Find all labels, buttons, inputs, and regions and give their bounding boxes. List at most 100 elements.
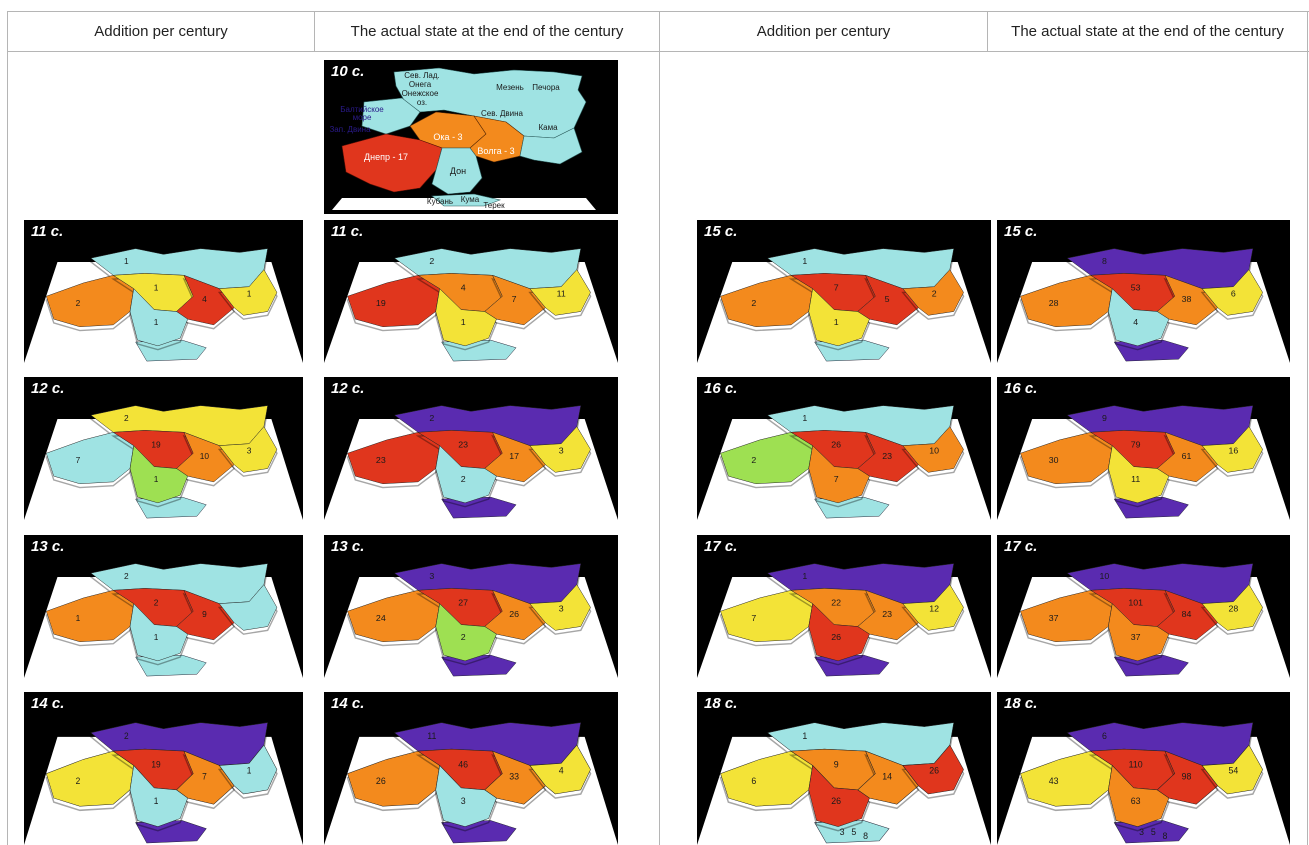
map-region-4: [529, 426, 591, 473]
region-value-label: 11: [1131, 474, 1140, 484]
region-value-label: 1: [76, 613, 81, 623]
century-label: 17 c.: [704, 538, 738, 555]
region-value-label: 3: [559, 445, 564, 455]
label-more: море: [353, 113, 372, 122]
region-value-label: 38: [1182, 294, 1192, 304]
region-value-label: 63: [1131, 796, 1141, 806]
region-value-label: 1: [154, 282, 159, 292]
map-panel-10c: 10 c. Сев. Лад. Онега Онежское оз. Мезен…: [324, 60, 618, 214]
region-value-label: 9: [834, 759, 839, 769]
map-region-4: [218, 269, 278, 316]
region-value-label: 26: [831, 632, 841, 642]
map-svg: 1 2 26 23 10 7: [697, 405, 991, 520]
map-region-volga: [469, 115, 525, 163]
map-region-5: [1108, 764, 1170, 827]
region-value-label: 4: [559, 765, 564, 775]
map-region-5: [808, 288, 870, 347]
region-value-label: 19: [151, 759, 160, 769]
region-value-label: 8: [1102, 256, 1107, 266]
map-region-5: [808, 764, 870, 827]
region-value-label: 26: [376, 776, 386, 786]
label-kuma: Кума: [461, 195, 480, 204]
region-value-label: 1: [802, 256, 807, 266]
map-svg: 1 2 7 5 2 1: [697, 248, 991, 363]
grid-left-border: [7, 11, 8, 845]
region-value-label: 33: [509, 772, 519, 782]
map-panel-17c: 17 c. 10 37 101 84 28 37: [997, 535, 1290, 678]
region-value-label: 84: [1182, 609, 1192, 619]
region-value-label: 11: [427, 731, 436, 741]
map-region-4: [1201, 584, 1263, 631]
century-label: 18 c.: [1004, 695, 1038, 712]
region-value-label: 1: [154, 796, 159, 806]
century-label: 12 c.: [31, 380, 65, 397]
label-zap-dvina: Зап. Двина: [329, 125, 371, 134]
region-value-label: 3: [559, 603, 564, 613]
map-svg: 2 23 23 17 3 2: [324, 405, 618, 520]
region-value-label: 2: [124, 413, 129, 423]
label-kama: Кама: [538, 123, 558, 132]
century-label: 16 c.: [1004, 380, 1038, 397]
century-label: 14 c.: [31, 695, 65, 712]
map-svg: 2 2 19 7 1 1: [24, 722, 303, 845]
map-svg: 10 37 101 84 28 37: [997, 563, 1290, 678]
label-sev-lad: Сев. Лад.: [404, 71, 440, 80]
region-value-label: 1: [154, 474, 159, 484]
region-value-label: 14: [882, 772, 892, 782]
region-value-label: 37: [1131, 632, 1141, 642]
region-value-label: 3: [461, 796, 466, 806]
map-panel-15c: 15 c. 1 2 7 5 2 1: [697, 220, 991, 363]
region-value-label: 17: [509, 451, 519, 461]
region-value-label: 7: [834, 283, 839, 293]
map-region-5: [1108, 288, 1170, 347]
map-svg: 1 6 9 14 26 26 3 5 8: [697, 722, 991, 845]
region-value-label: 3: [429, 571, 434, 581]
region-value-label: 7: [76, 455, 81, 465]
map-region-5: [435, 445, 497, 504]
map-region-4: [218, 426, 278, 473]
map-panel-11c: 11 c. 1 2 1 4 1 1: [24, 220, 303, 363]
region-value-label: 24: [376, 613, 386, 623]
region-value-label: 22: [831, 598, 841, 608]
region-value-label: 26: [831, 796, 841, 806]
map-region-5: [808, 445, 870, 504]
map-panel-18c: 18 c. 6 43 110 98 54 63 3 5 8: [997, 692, 1290, 845]
label-onezhskoe: Онежское: [402, 89, 439, 98]
map-region-5: [808, 603, 870, 662]
region-extra-label: 3: [840, 827, 845, 837]
region-value-label: 53: [1131, 283, 1141, 293]
map-panel-16c: 16 c. 9 30 79 61 16 11: [997, 377, 1290, 520]
map-svg: 1 7 22 23 12 26: [697, 563, 991, 678]
region-value-label: 46: [458, 759, 468, 769]
map-region-4: [1201, 269, 1263, 316]
century-label: 11 c.: [331, 223, 364, 240]
map-region-5: [129, 288, 188, 347]
century-label: 17 c.: [1004, 538, 1038, 555]
grid-right-border: [1307, 11, 1308, 845]
label-oz: оз.: [417, 98, 427, 107]
region-value-label: 1: [154, 317, 159, 327]
region-extra-label: 8: [863, 831, 868, 841]
region-value-label: 5: [885, 294, 890, 304]
map-panel-15c: 15 c. 8 28 53 38 6 4: [997, 220, 1290, 363]
region-value-label: 2: [154, 597, 159, 607]
map-region-4: [1201, 426, 1263, 473]
map-panel-12c: 12 c. 2 7 19 10 3 1: [24, 377, 303, 520]
map-region-4: [529, 584, 591, 631]
label-onega: Онега: [409, 80, 432, 89]
region-value-label: 26: [831, 440, 841, 450]
map-svg: 8 28 53 38 6 4: [997, 248, 1290, 363]
region-value-label: 7: [834, 474, 839, 484]
region-value-label: 19: [151, 439, 161, 449]
region-value-label: 2: [429, 413, 434, 423]
region-value-label: 27: [458, 598, 468, 608]
region-value-label: 1: [124, 256, 129, 266]
region-value-label: 2: [124, 571, 129, 581]
label-baltic: Балтийское: [340, 105, 384, 114]
region-extra-label: 5: [851, 827, 856, 837]
label-terek: Терек: [483, 201, 505, 210]
map-panel-14c: 14 c. 2 2 19 7 1 1: [24, 692, 303, 845]
header-left-actual: The actual state at the end of the centu…: [350, 22, 624, 40]
region-extra-label: 5: [1151, 827, 1156, 837]
map-region-4: [902, 426, 964, 473]
